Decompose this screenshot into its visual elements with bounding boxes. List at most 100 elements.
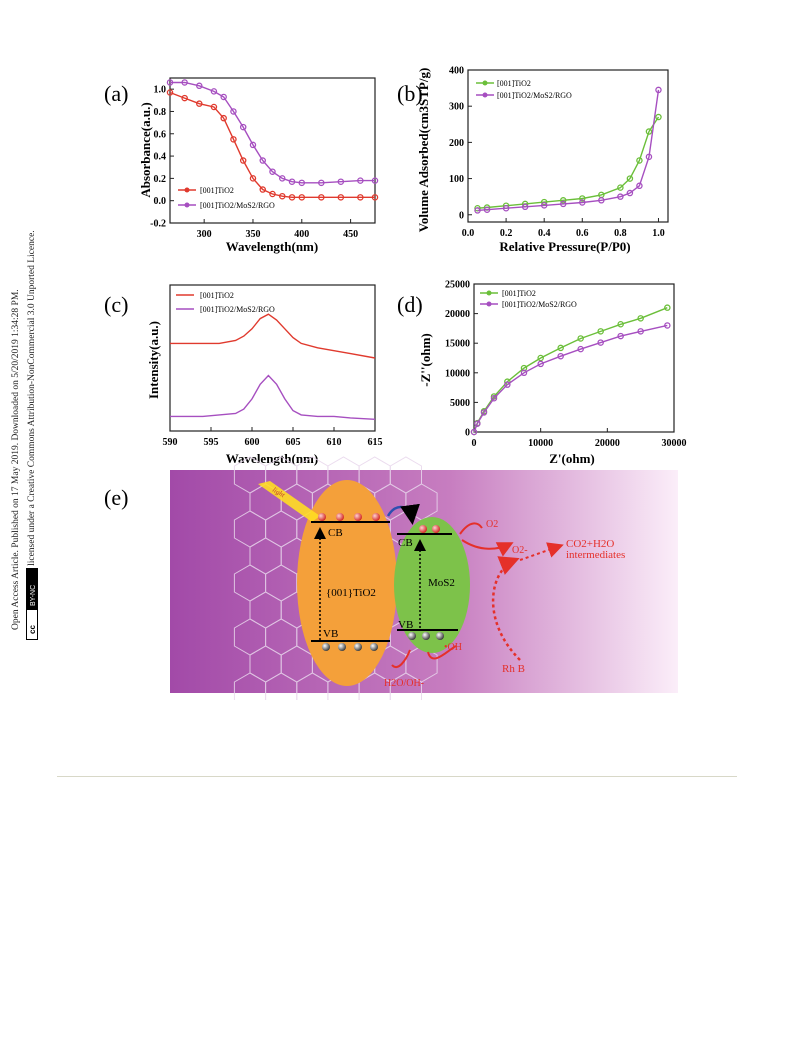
electron-transfer-arrow	[386, 503, 420, 525]
y-tick-label: 200	[449, 138, 464, 149]
y-tick-label: 0.4	[154, 152, 167, 163]
panel-c-legend: [001]TiO2 [001]TiO2/MoS2/RGO	[176, 291, 275, 314]
y-tick-label: 400	[449, 66, 464, 77]
panel-b-series-2-point	[655, 86, 662, 94]
panel-a-series-1-point	[166, 89, 174, 96]
y-tick-label: 1.0	[154, 85, 167, 96]
panel-b-series-2-point	[645, 153, 653, 161]
panel-d-series-1-line	[473, 307, 668, 433]
panel-b-x-ticks: 0.0 0.2 0.4 0.6 0.8 1.0	[462, 218, 665, 239]
panel-e: (e) light CB VB CB VB {001}TiO2 MoS2	[104, 456, 678, 700]
panel-a-label: (a)	[104, 81, 128, 106]
panel-d-series-2-point	[474, 420, 481, 427]
panel-a-series-2-point	[196, 82, 203, 90]
x-tick-label: 0.0	[462, 228, 475, 239]
panel-a-series-2-point	[220, 93, 227, 101]
water-arrow	[391, 649, 411, 669]
light-beam	[258, 481, 320, 522]
panel-d-series-2-point	[637, 328, 644, 335]
panel-a-legend-1: [001]TiO2	[200, 186, 234, 195]
panel-a-series-2-point	[269, 168, 276, 175]
y-tick-label: 0.6	[154, 129, 167, 140]
panel-d-series-2-point	[520, 369, 528, 377]
panel-a-series-2-point	[181, 79, 188, 86]
panel-c-legend-2: [001]TiO2/MoS2/RGO	[200, 305, 275, 314]
panel-a-y-ticks: 1.0 0.8 0.6 0.4 0.2 0.0 -0.2	[150, 85, 174, 230]
o2-to-superoxide-arrow	[461, 539, 514, 557]
panel-d-series-1-point	[637, 315, 644, 322]
panel-c-series	[170, 313, 376, 420]
x-tick-label: 400	[294, 229, 309, 240]
panel-b-y-ticks: 400 300 200 100 0	[449, 66, 472, 221]
panel-a-series-2-point	[230, 108, 237, 115]
intermediates-label: intermediates	[566, 549, 625, 561]
panel-d-series-1-point	[617, 321, 624, 328]
superoxide-label: O2-	[512, 545, 528, 556]
panel-a-series-1-point	[269, 190, 276, 198]
y-tick-label: 300	[449, 102, 464, 113]
panel-b-ylabel: Volume Adsorbed(cm3STP/g)	[416, 68, 431, 233]
oh-arrow	[427, 645, 457, 660]
tio2-label: {001}TiO2	[326, 587, 376, 599]
mos2-particle	[394, 517, 470, 653]
panel-d-series-2-point	[557, 352, 564, 360]
x-tick-label: 0.2	[500, 228, 513, 239]
panel-d-series-1-point	[537, 354, 544, 362]
y-tick-label: 20000	[445, 309, 470, 320]
panel-d-y-ticks: 25000 20000 15000 10000 5000 0	[445, 280, 478, 439]
panel-c-ylabel: Intensity(a.u.)	[146, 321, 161, 399]
panel-c-x-ticks: 590 595 600 605 610 615	[163, 427, 383, 448]
panel-a-x-ticks: 300 350 400 450	[197, 219, 358, 240]
panel-b-series	[474, 86, 662, 214]
panel-a-series-2-point	[239, 123, 247, 131]
hexagon-cell	[358, 672, 391, 700]
panel-d-ylabel: -Z''(ohm)	[418, 333, 433, 386]
panel-d-series-2-point	[597, 339, 604, 346]
page-divider	[57, 776, 737, 777]
panel-d-series-1-point	[577, 335, 584, 342]
panel-b-legend-2: [001]TiO2/MoS2/RGO	[497, 91, 572, 100]
y-tick-label: 0	[465, 428, 470, 439]
panel-a-series-1-point	[220, 114, 227, 122]
panel-a-series-2-point	[210, 88, 218, 95]
panel-d-legend: [001]TiO2 [001]TiO2/MoS2/RGO	[480, 289, 577, 309]
panel-a: (a) 1.00.80.60.40.20.0-0.2 300 350 400 450 …	[104, 77, 379, 254]
panel-b-series-2-point	[559, 200, 567, 208]
mos2-electrons	[419, 525, 440, 533]
tio2-holes	[322, 643, 378, 651]
panel-a-series-2-point	[371, 177, 379, 184]
panel-b-series-2-point	[502, 204, 510, 212]
license-sidebar-svg: Open Access Article. Published on 17 May…	[11, 230, 38, 640]
y-tick-label: 5000	[450, 398, 470, 409]
mos2-vb-label: VB	[398, 619, 413, 631]
x-tick-label: 30000	[662, 438, 687, 449]
tio2-electrons	[318, 513, 380, 521]
panel-b-series-2-point	[579, 199, 586, 206]
panel-b-series-2-point	[598, 197, 605, 204]
panel-b-series-2-line	[477, 89, 660, 212]
y-tick-label: 0.0	[154, 196, 167, 207]
panel-d-series-2-point	[537, 360, 544, 368]
by-nc-badge-label: BY-NC	[30, 585, 37, 606]
panel-a-series-2-point	[288, 178, 296, 185]
x-tick-label: 0.6	[576, 228, 589, 239]
tio2-vb-label: VB	[323, 628, 338, 640]
panel-d-series-2-point	[504, 381, 511, 388]
panel-b-series-1-point	[579, 195, 586, 202]
panel-a-series-2-point	[279, 175, 286, 182]
o2-reduction-arrow	[459, 522, 483, 535]
panel-a-series-1-point	[371, 194, 379, 201]
tio2-cb-label: CB	[328, 527, 343, 539]
panel-b-series-2-point	[626, 189, 634, 197]
mos2-label: MoS2	[428, 577, 455, 589]
panel-a-series-1-point	[279, 192, 286, 200]
panel-a-series-2-point	[357, 177, 364, 184]
cc-license-badge[interactable]: cc BY-NC	[26, 568, 38, 640]
panel-d-series-2-point	[490, 395, 498, 402]
degradation-arrow	[519, 542, 564, 561]
panel-c-label: (c)	[104, 292, 128, 317]
x-tick-label: 450	[343, 229, 358, 240]
cc-badge-label: cc	[28, 625, 37, 634]
panel-a-series-2-point	[337, 178, 345, 185]
oh-label: •OH	[444, 642, 462, 653]
